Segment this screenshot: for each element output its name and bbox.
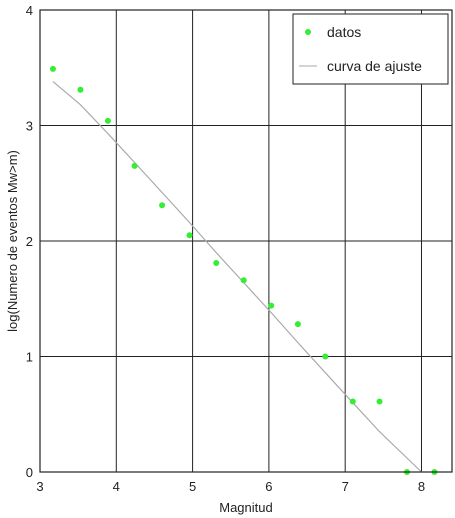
x-tick-label-3: 6	[265, 479, 272, 494]
x-tick-label-1: 4	[113, 479, 120, 494]
plot-frame	[39, 9, 453, 473]
x-tick-label-4: 7	[342, 479, 349, 494]
data-point-0	[49, 65, 56, 72]
data-point-9	[294, 321, 301, 328]
data-point-7	[240, 277, 247, 284]
x-tick-label-5: 8	[418, 479, 425, 494]
data-point-5	[186, 232, 193, 239]
fit-curve	[52, 81, 422, 473]
data-point-12	[376, 398, 383, 405]
y-tick-label-4: 4	[26, 3, 33, 18]
legend-box	[292, 13, 449, 85]
legend-label-curva: curva de ajuste	[327, 58, 422, 74]
data-point-11	[349, 398, 356, 405]
data-point-4	[159, 202, 166, 209]
y-tick-label-1: 1	[26, 350, 33, 365]
y-tick-label-0: 0	[26, 465, 33, 480]
x-tick-label-2: 5	[189, 479, 196, 494]
legend: datos curva de ajuste	[292, 13, 449, 85]
y-axis-label: log(Numero de eventos Mw>m)	[5, 150, 20, 332]
data-points	[49, 65, 438, 475]
legend-marker-datos	[305, 29, 311, 35]
grid	[40, 10, 452, 472]
data-point-10	[322, 353, 329, 360]
y-tick-label-3: 3	[26, 119, 33, 134]
fit-curve-line	[52, 81, 422, 473]
legend-label-datos: datos	[327, 24, 361, 40]
y-tick-label-2: 2	[26, 234, 33, 249]
x-tick-labels: 3 4 5 6 7 8	[36, 479, 425, 494]
x-tick-label-0: 3	[36, 479, 43, 494]
data-point-2	[104, 117, 111, 124]
y-tick-labels: 0 1 2 3 4	[26, 3, 33, 480]
data-point-1	[77, 86, 84, 93]
data-point-8	[268, 302, 275, 309]
data-point-3	[131, 162, 138, 169]
x-axis-label: Magnitud	[219, 500, 272, 515]
data-point-6	[213, 259, 220, 266]
